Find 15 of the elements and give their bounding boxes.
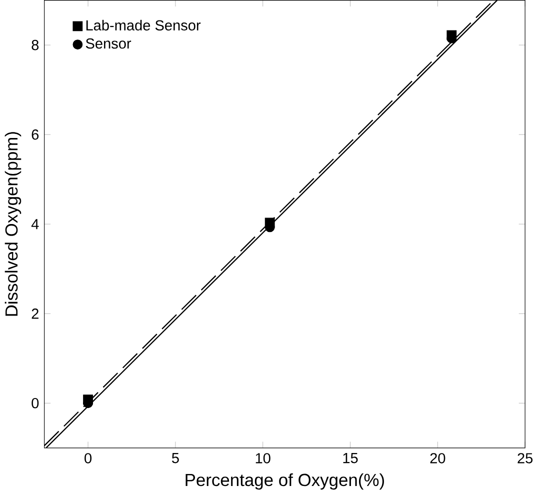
x-tick-label: 25 [518, 452, 533, 464]
x-tick-label: 5 [172, 452, 179, 463]
y-tick-label: 8 [32, 40, 39, 50]
y-tick-label: 2 [32, 308, 38, 318]
y-tick-label: 0 [32, 398, 39, 408]
x-tick-label: 15 [343, 452, 358, 463]
legend-label: Lab-made Sensor [86, 20, 201, 30]
x-tick-label: 0 [84, 452, 92, 464]
legend-label: Sensor [86, 38, 132, 48]
y-axis-title: Dissolved Oxygen(ppm) [4, 132, 22, 316]
x-tick-label: 20 [430, 452, 446, 464]
x-tick-label: 10 [256, 452, 270, 464]
y-tick-label: 6 [32, 129, 39, 140]
x-axis-title: Percentage of Oxygen(%) [186, 473, 384, 490]
y-tick-label: 4 [31, 218, 39, 229]
